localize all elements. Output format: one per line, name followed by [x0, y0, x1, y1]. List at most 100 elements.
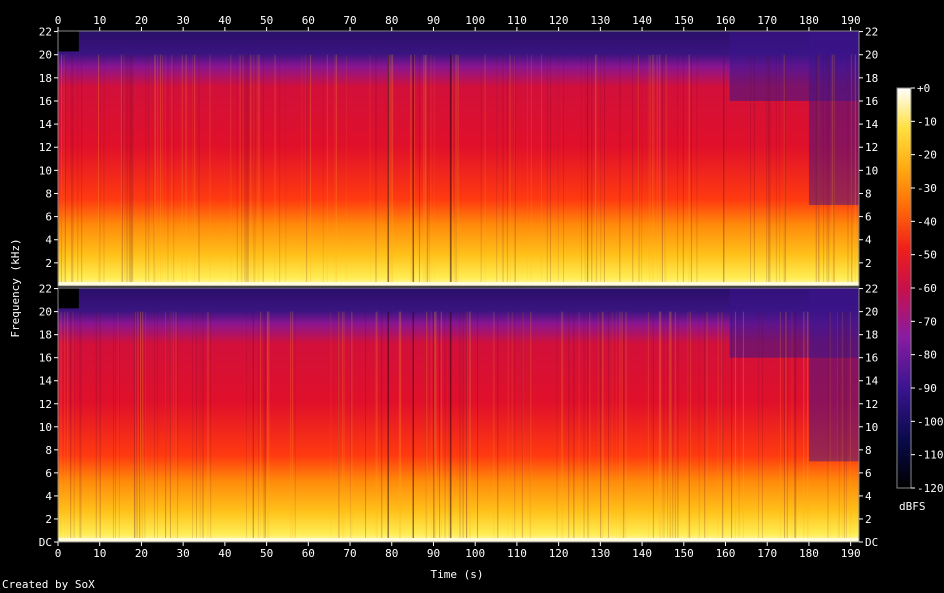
- spectral-streak: [72, 311, 74, 542]
- spectral-streak: [706, 311, 708, 542]
- x-tick-label: 170: [757, 547, 777, 560]
- spectral-streak: [375, 54, 377, 286]
- spectral-streak: [167, 54, 169, 286]
- colorbar-tick-label: +0: [917, 82, 930, 95]
- spectral-streak: [191, 54, 193, 286]
- y-tick-label-right: 2: [865, 257, 872, 270]
- spectral-streak: [795, 311, 797, 542]
- spectral-streak: [153, 54, 155, 286]
- y-tick-label-right: 14: [865, 375, 879, 388]
- spectral-streak: [704, 311, 706, 542]
- spectral-streak: [171, 54, 173, 286]
- spectral-streak: [264, 311, 266, 542]
- spectral-streak: [648, 54, 650, 286]
- x-tick-label: 50: [260, 547, 273, 560]
- x-tick-label: 160: [716, 547, 736, 560]
- spectral-streak: [768, 54, 770, 286]
- spectral-streak: [540, 54, 542, 286]
- spectral-streak: [246, 54, 248, 286]
- spectral-streak: [165, 311, 167, 542]
- spectral-streak: [506, 54, 508, 286]
- y-tick-label-right: 16: [865, 352, 878, 365]
- spectral-streak: [600, 54, 602, 286]
- spectral-streak: [137, 311, 139, 542]
- spectral-streak: [433, 311, 435, 542]
- spectral-streak: [305, 54, 307, 286]
- spectral-streak: [779, 54, 781, 286]
- spectral-streak: [658, 311, 660, 542]
- spectral-streak: [73, 311, 75, 542]
- spectral-streak: [625, 311, 627, 542]
- y-tick-label-right: 18: [865, 329, 878, 342]
- spectral-streak: [301, 54, 303, 286]
- y-tick-label: 2: [45, 257, 52, 270]
- spectral-streak: [696, 54, 698, 286]
- spectral-streak: [115, 311, 117, 542]
- spectral-streak: [656, 54, 658, 286]
- spectral-streak: [530, 54, 532, 286]
- spectral-streak: [466, 311, 468, 542]
- spectral-streak: [165, 311, 167, 542]
- y-tick-label: 12: [39, 141, 52, 154]
- spectral-streak: [241, 54, 243, 286]
- spectral-streak: [854, 54, 856, 286]
- spectral-streak: [804, 311, 806, 542]
- x-tick-label: 150: [674, 547, 694, 560]
- spectral-streak: [172, 311, 174, 542]
- spectral-streak: [148, 54, 150, 286]
- x-tick-label: 100: [465, 547, 485, 560]
- spectral-streak: [398, 311, 400, 542]
- spectral-streak: [444, 311, 446, 542]
- spectral-streak: [514, 54, 516, 286]
- spectral-streak: [766, 54, 768, 286]
- spectral-streak: [60, 54, 62, 286]
- spectral-streak: [430, 54, 432, 286]
- spectral-streak: [136, 311, 138, 542]
- spectral-streak: [742, 311, 744, 542]
- y-tick-label: 4: [45, 234, 52, 247]
- spectral-streak: [274, 54, 276, 286]
- spectral-streak: [192, 311, 194, 542]
- spectral-streak: [130, 54, 132, 286]
- spectral-streak: [345, 54, 347, 286]
- spectral-streak: [466, 311, 468, 542]
- spectral-streak: [779, 311, 781, 542]
- spectral-streak: [603, 54, 605, 286]
- spectral-streak: [124, 54, 126, 286]
- y-tick-label-right: 22: [865, 26, 878, 39]
- spectral-streak: [596, 54, 598, 286]
- spectral-streak: [418, 54, 420, 286]
- y-tick-label: DC: [39, 536, 52, 549]
- dropout-line: [450, 54, 452, 286]
- spectral-streak: [723, 54, 725, 286]
- spectral-streak: [423, 54, 425, 286]
- spectral-streak: [162, 54, 164, 286]
- y-tick-label: 10: [39, 421, 52, 434]
- x-tick-label-top: 110: [507, 14, 527, 27]
- spectral-streak: [497, 311, 499, 542]
- y-tick-label-right: 8: [865, 187, 872, 200]
- spectral-streak: [236, 54, 238, 286]
- y-tick-label-right: DC: [865, 536, 878, 549]
- spectral-streak: [651, 54, 653, 286]
- spectrogram-panels: [58, 31, 859, 542]
- x-tick-label: 70: [343, 547, 356, 560]
- spectral-streak: [131, 54, 133, 286]
- spectral-streak: [285, 54, 287, 286]
- spectral-streak: [785, 54, 787, 286]
- spectral-streak: [181, 54, 183, 286]
- spectral-streak: [439, 311, 441, 542]
- y-tick-label: 22: [39, 283, 52, 296]
- y-axis-label: Frequency (kHz): [9, 238, 22, 337]
- spectral-streak: [769, 54, 771, 286]
- spectral-streak: [619, 54, 621, 286]
- spectral-streak: [290, 311, 292, 542]
- x-tick-label-top: 0: [55, 14, 62, 27]
- spectral-streak: [595, 54, 597, 286]
- y-tick-label-right: 10: [865, 164, 878, 177]
- spectral-streak: [556, 311, 558, 542]
- spectral-streak: [79, 311, 81, 542]
- spectral-streak: [833, 54, 835, 286]
- spectral-streak: [71, 54, 73, 286]
